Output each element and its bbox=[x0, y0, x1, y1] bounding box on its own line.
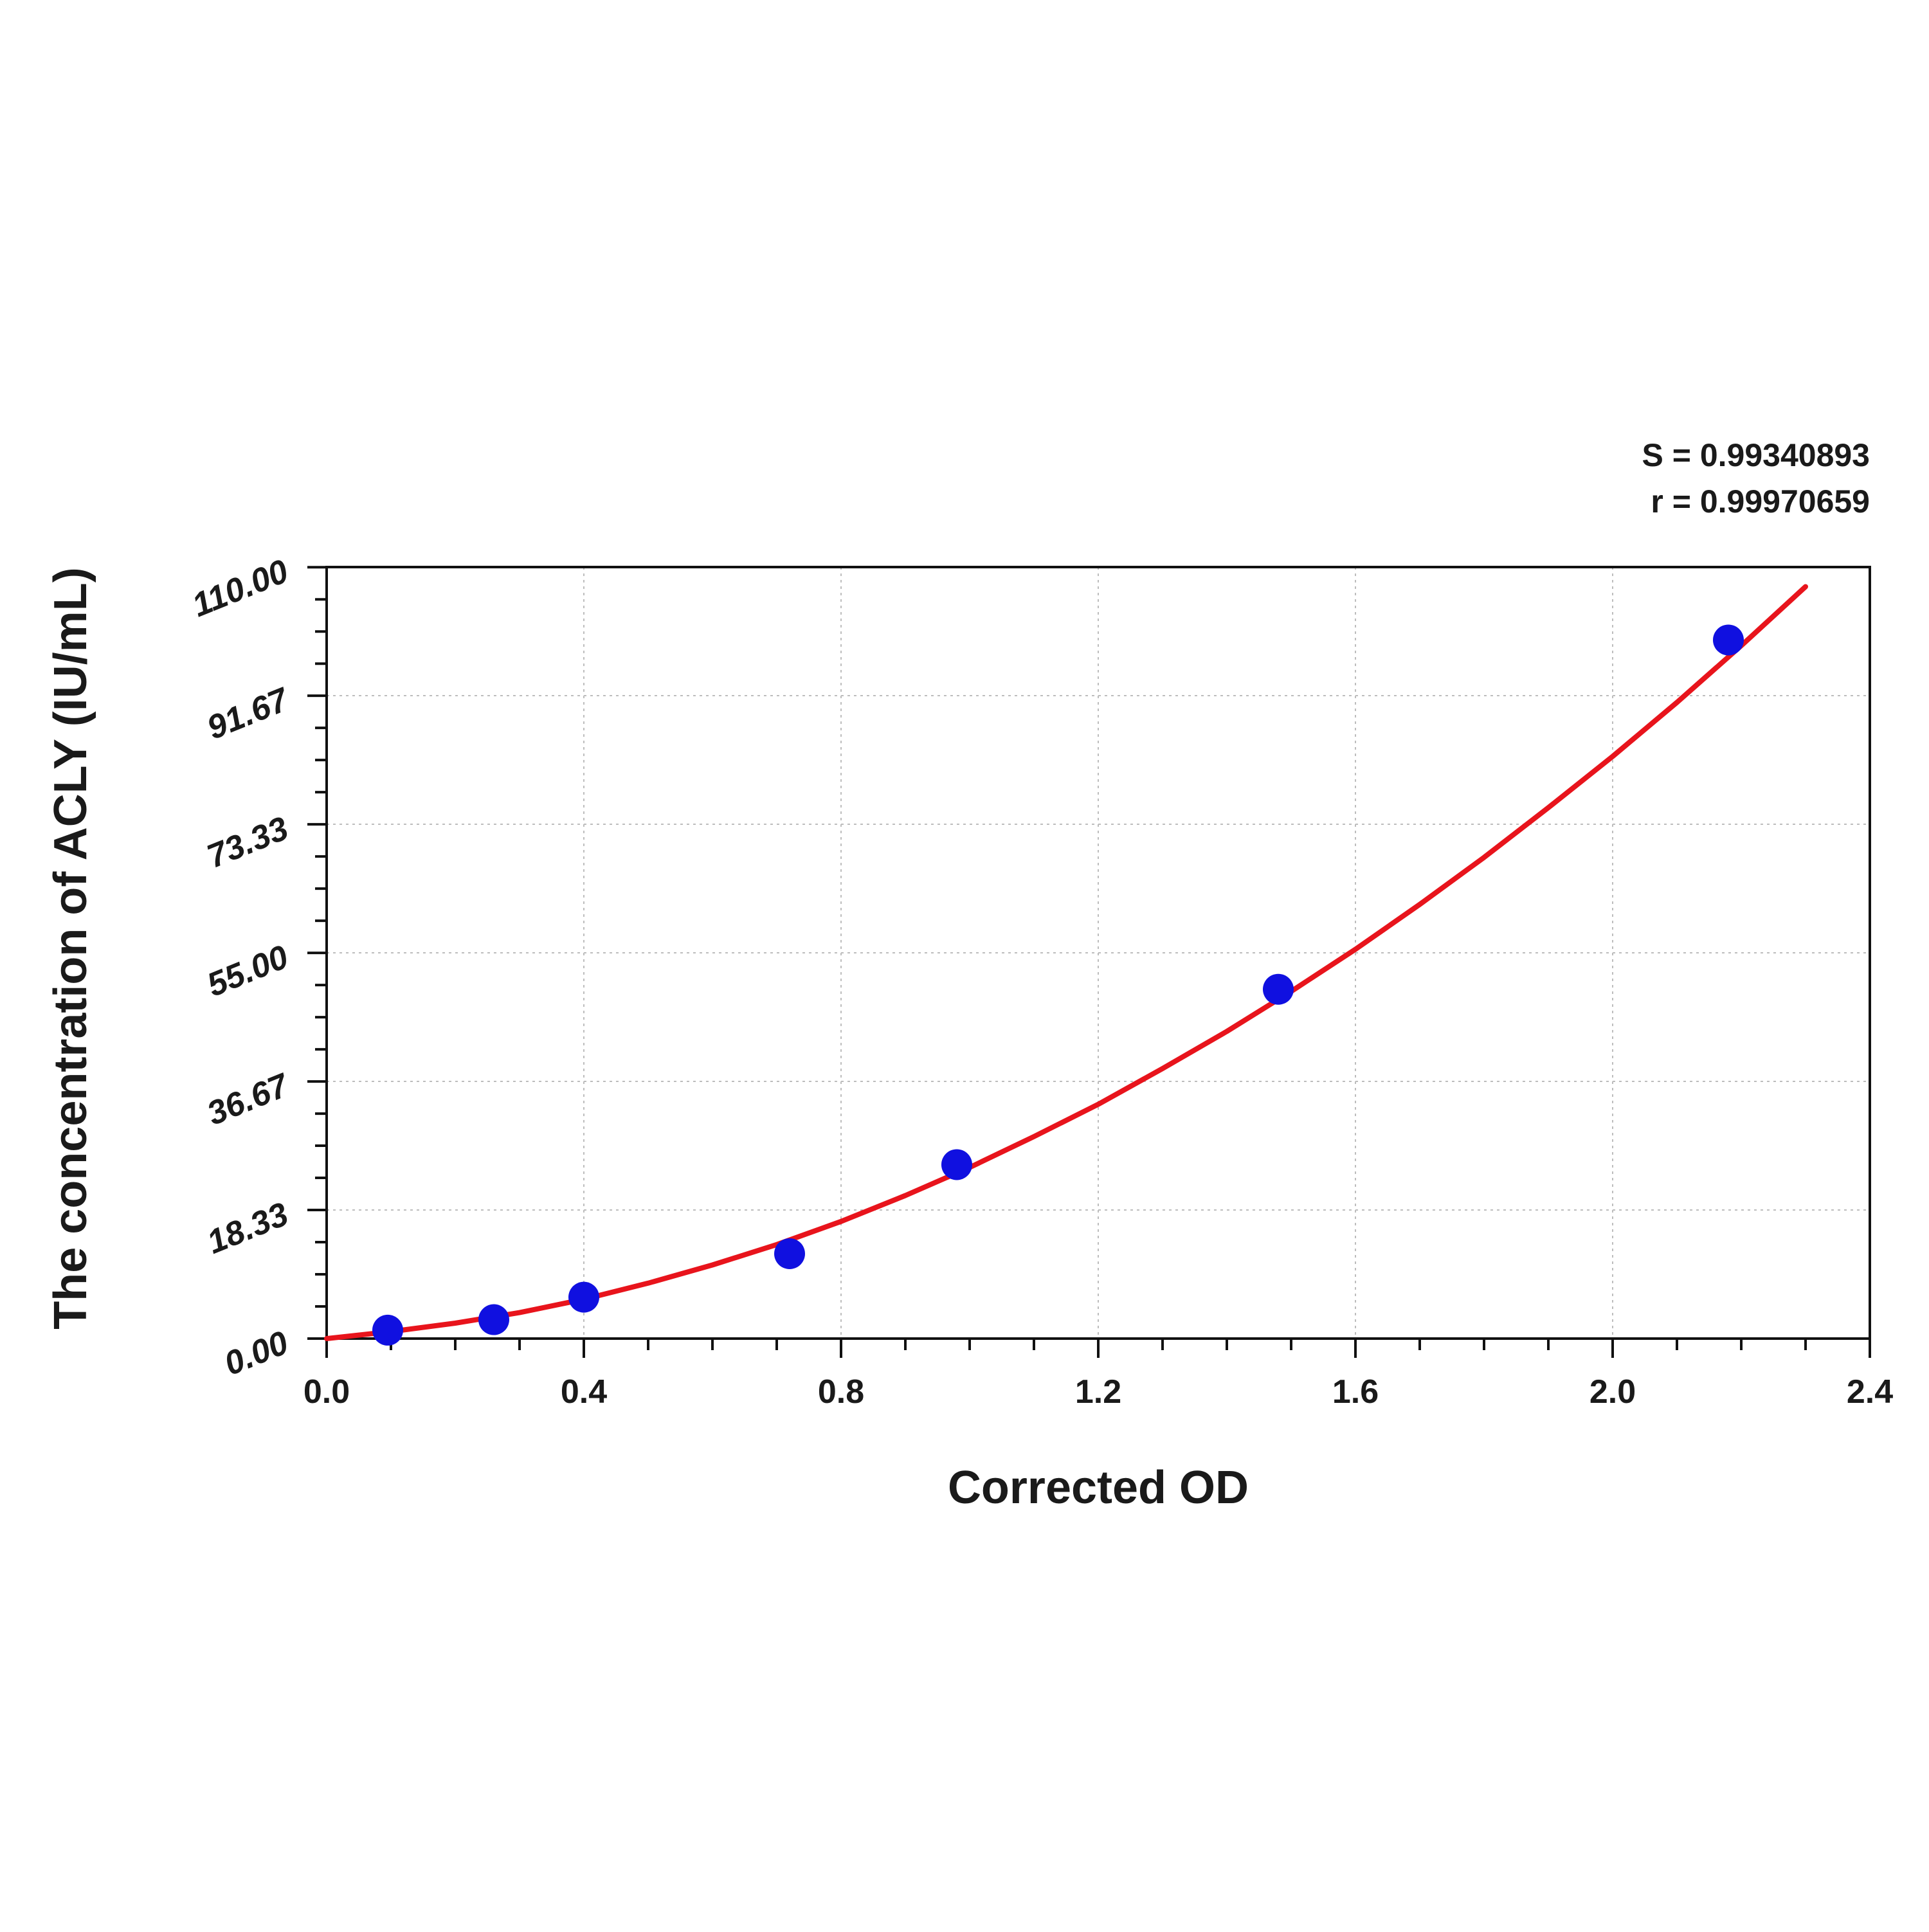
y-axis-title: The concentration of ACLY (IU/mL) bbox=[45, 567, 96, 1329]
x-tick-label: 0.0 bbox=[303, 1373, 350, 1411]
axes bbox=[307, 566, 1871, 1358]
r-statistic: r = 0.99970659 bbox=[1651, 483, 1870, 519]
data-point bbox=[478, 1304, 509, 1335]
data-point bbox=[774, 1238, 805, 1269]
x-tick-label: 2.0 bbox=[1589, 1373, 1636, 1411]
s-statistic: S = 0.99340893 bbox=[1642, 437, 1870, 473]
x-tick-label: 0.8 bbox=[818, 1373, 864, 1411]
x-tick-label: 1.6 bbox=[1332, 1373, 1379, 1411]
x-tick-label: 1.2 bbox=[1075, 1373, 1121, 1411]
data-point bbox=[941, 1149, 972, 1180]
data-point bbox=[372, 1314, 403, 1346]
x-tick-label: 2.4 bbox=[1847, 1373, 1893, 1411]
data-point bbox=[1263, 973, 1294, 1005]
data-point bbox=[1713, 624, 1744, 656]
plot-series bbox=[324, 584, 1808, 1346]
grid-lines bbox=[327, 567, 1870, 1339]
x-axis-title: Corrected OD bbox=[948, 1462, 1249, 1513]
data-point bbox=[568, 1281, 599, 1313]
x-tick-label: 0.4 bbox=[561, 1373, 607, 1411]
